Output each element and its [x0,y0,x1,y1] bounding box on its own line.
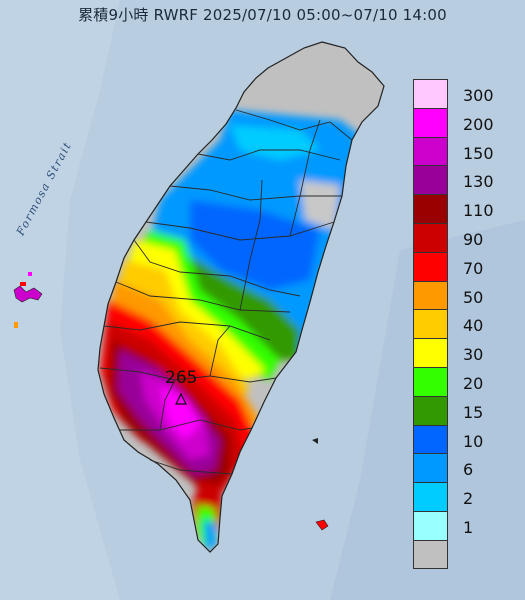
legend-label: 110 [463,201,494,221]
legend-label: 90 [463,230,484,249]
legend-swatch [413,280,448,310]
legend-swatch [413,107,448,137]
legend-label: 15 [463,402,484,422]
peak-value-label: 265 [165,368,198,388]
sea-shelf [0,0,120,600]
legend-swatch [413,453,448,483]
legend-swatch [413,309,448,339]
legend-swatch [413,424,448,454]
legend-label: 6 [463,460,474,480]
legend-label: 2 [463,489,474,509]
legend-swatch [413,482,448,511]
legend-swatch [413,338,448,367]
legend-swatch [413,395,448,425]
peak-marker [175,392,187,405]
color-legend: 300 200 150 130 110 90 70 50 40 30 20 15 10 6 2 1 [413,79,525,571]
offshore-islands [13,272,329,531]
legend-swatch [413,223,448,252]
orchid-island [312,438,318,444]
legend-label: 300 [463,86,494,105]
penghu-islands [13,285,43,303]
legend-swatch [413,194,448,223]
legend-swatch [413,165,448,195]
legend-label: 50 [463,287,484,307]
legend-swatch [413,79,448,108]
legend-label: 200 [463,114,494,134]
map-title: 累積9小時 RWRF 2025/07/10 05:00~07/10 14:00 [78,6,447,24]
legend-label: 10 [463,431,484,451]
legend-label: 150 [463,143,494,163]
legend-swatch [413,367,448,396]
legend-label: 70 [463,258,484,278]
legend-label: 20 [463,374,484,393]
legend-label: 40 [463,316,484,336]
green-island [315,519,329,531]
legend-swatch [413,539,448,569]
legend-swatch [413,136,448,166]
legend-swatch [413,511,448,540]
legend-label: 1 [463,518,474,537]
legend-label: 30 [463,345,484,365]
legend-label: 130 [463,172,494,192]
legend-swatch [413,251,448,281]
county-borders [99,109,353,475]
